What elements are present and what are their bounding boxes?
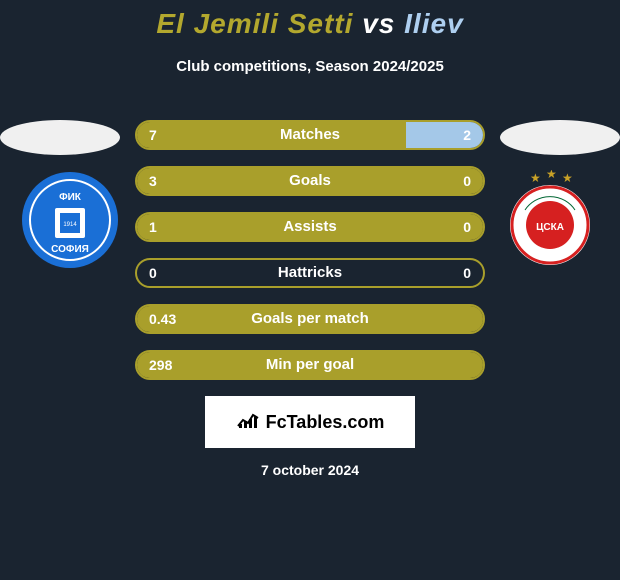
- bar-value-right: 0: [451, 214, 483, 240]
- stat-bar-matches: Matches7 2: [135, 120, 485, 150]
- bar-label: Goals per match: [137, 306, 483, 332]
- right-disc: [500, 120, 620, 155]
- vs-text: vs: [362, 8, 395, 39]
- bar-value-left: 7: [137, 122, 169, 148]
- bar-label: Hattricks: [137, 260, 483, 286]
- svg-text:★: ★: [562, 171, 573, 185]
- svg-text:★: ★: [530, 171, 541, 185]
- stat-bar-goals-per-match: Goals per match0.43: [135, 304, 485, 334]
- bar-value-right: 0: [451, 260, 483, 286]
- branding-text: FcTables.com: [266, 412, 385, 433]
- fctables-chart-icon: [236, 410, 260, 435]
- left-club-logo: ФИК 1914 СОФИЯ: [20, 170, 120, 270]
- stat-bar-assists: Assists1 0: [135, 212, 485, 242]
- bar-label: Goals: [137, 168, 483, 194]
- bar-value-left: 3: [137, 168, 169, 194]
- svg-text:1914: 1914: [63, 222, 77, 228]
- comparison-card: El Jemili Setti vs Iliev Club competitio…: [0, 0, 620, 478]
- svg-text:★: ★: [546, 170, 557, 181]
- player2-name: Iliev: [404, 8, 463, 39]
- stat-bar-goals: Goals3 0: [135, 166, 485, 196]
- svg-text:ФИК: ФИК: [59, 192, 82, 203]
- branding-box[interactable]: FcTables.com: [205, 396, 415, 448]
- bar-label: Min per goal: [137, 352, 483, 378]
- bar-value-left: 0.43: [137, 306, 188, 332]
- page-title: El Jemili Setti vs Iliev: [0, 8, 620, 40]
- stat-bar-min-per-goal: Min per goal298: [135, 350, 485, 380]
- bar-value-left: 298: [137, 352, 184, 378]
- right-club-logo: ★ ★ ★ ЦСКА: [500, 170, 600, 270]
- subtitle: Club competitions, Season 2024/2025: [0, 58, 620, 75]
- svg-text:ЦСКА: ЦСКА: [536, 222, 564, 233]
- levski-logo-icon: ФИК 1914 СОФИЯ: [20, 170, 120, 270]
- snapshot-date: 7 october 2024: [0, 462, 620, 478]
- stats-bars: Matches72Goals30Assists10Hattricks00Goal…: [135, 120, 485, 380]
- bar-value-right: 2: [451, 122, 483, 148]
- bar-value-left: 1: [137, 214, 169, 240]
- bar-value-left: 0: [137, 260, 169, 286]
- bar-label: Matches: [137, 122, 483, 148]
- stat-bar-hattricks: Hattricks0 0: [135, 258, 485, 288]
- svg-text:СОФИЯ: СОФИЯ: [51, 244, 89, 255]
- cska-logo-icon: ★ ★ ★ ЦСКА: [500, 170, 600, 270]
- player1-name: El Jemili Setti: [156, 8, 353, 39]
- bar-value-right: 0: [451, 168, 483, 194]
- bar-label: Assists: [137, 214, 483, 240]
- left-disc: [0, 120, 120, 155]
